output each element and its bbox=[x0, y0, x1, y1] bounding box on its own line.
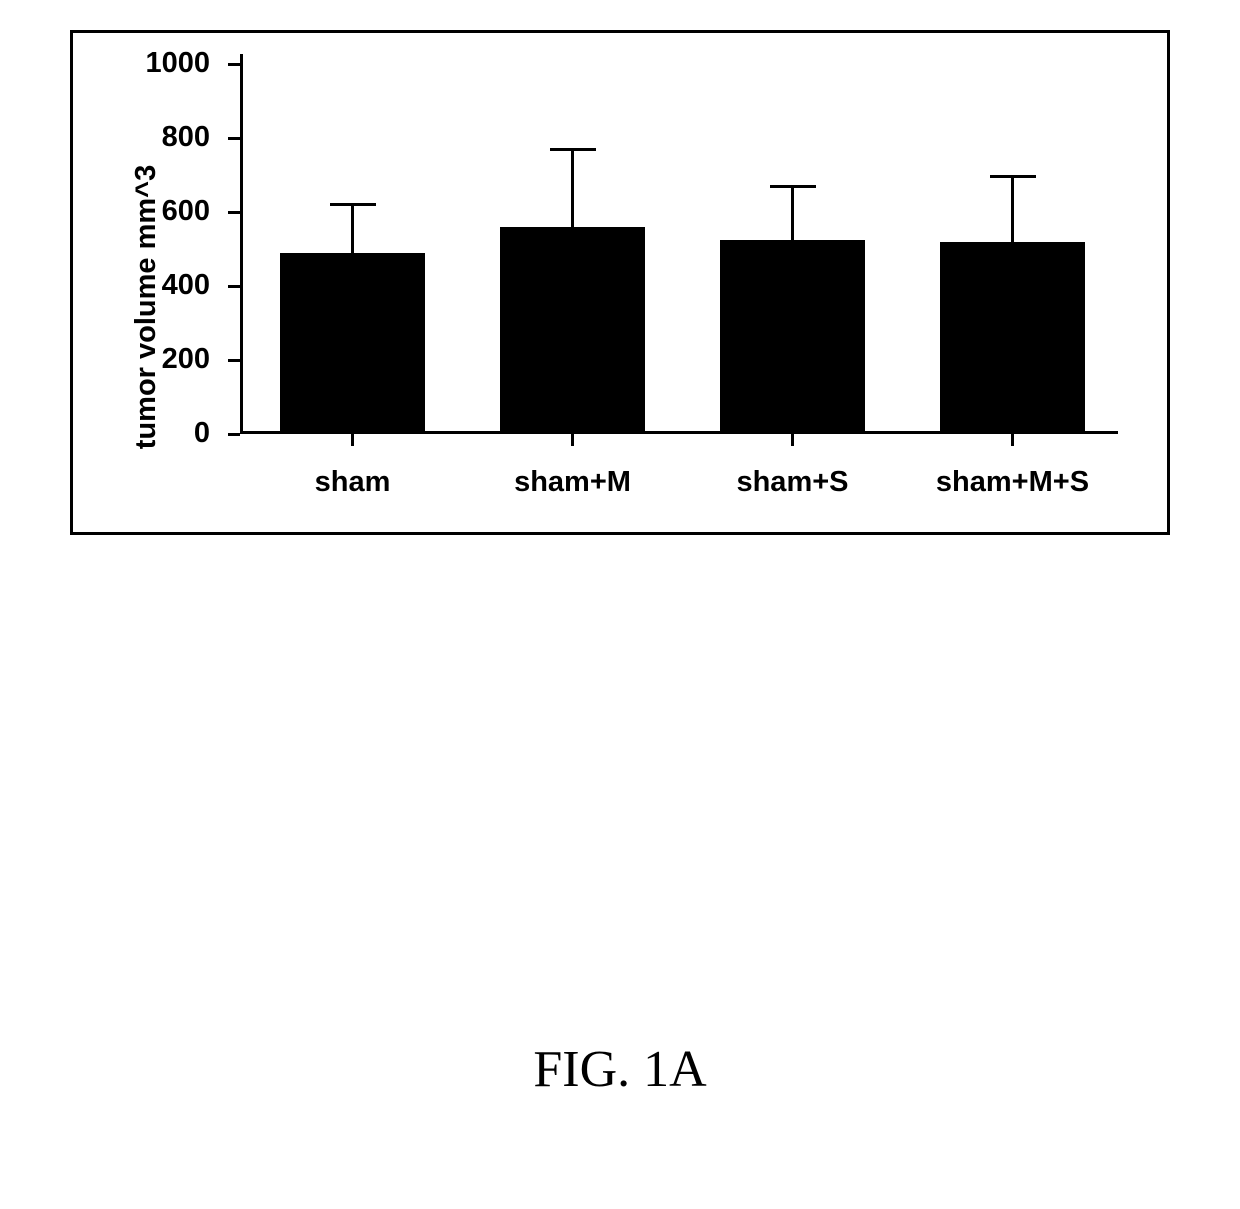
error-bar-line bbox=[351, 205, 354, 253]
bar bbox=[940, 242, 1085, 434]
x-category-label: sham+S bbox=[683, 466, 903, 499]
error-bar-cap bbox=[770, 185, 816, 188]
x-tick bbox=[791, 434, 794, 446]
y-tick bbox=[228, 285, 240, 288]
x-tick bbox=[571, 434, 574, 446]
error-bar-line bbox=[791, 186, 794, 240]
x-tick bbox=[1011, 434, 1014, 446]
y-axis-label: tumor volume mm^3 bbox=[130, 122, 163, 492]
y-tick bbox=[228, 433, 240, 436]
error-bar-cap bbox=[330, 203, 376, 206]
error-bar-cap bbox=[990, 175, 1036, 178]
y-axis bbox=[240, 54, 243, 434]
x-category-label: sham bbox=[243, 466, 463, 499]
y-tick bbox=[228, 137, 240, 140]
y-tick bbox=[228, 63, 240, 66]
error-bar-line bbox=[1011, 177, 1014, 242]
x-category-label: sham+M bbox=[463, 466, 683, 499]
x-category-label: sham+M+S bbox=[903, 466, 1123, 499]
y-tick bbox=[228, 211, 240, 214]
figure-caption: FIG. 1A bbox=[0, 1040, 1240, 1099]
bar bbox=[280, 253, 425, 434]
error-bar-line bbox=[571, 149, 574, 227]
bar bbox=[500, 227, 645, 434]
error-bar-cap bbox=[550, 148, 596, 151]
page: 02004006008001000 shamsham+Msham+Ssham+M… bbox=[0, 0, 1240, 1209]
y-tick bbox=[228, 359, 240, 362]
plot-area bbox=[240, 64, 1118, 434]
x-tick bbox=[351, 434, 354, 446]
y-tick-label: 1000 bbox=[130, 47, 210, 80]
bar bbox=[720, 240, 865, 434]
